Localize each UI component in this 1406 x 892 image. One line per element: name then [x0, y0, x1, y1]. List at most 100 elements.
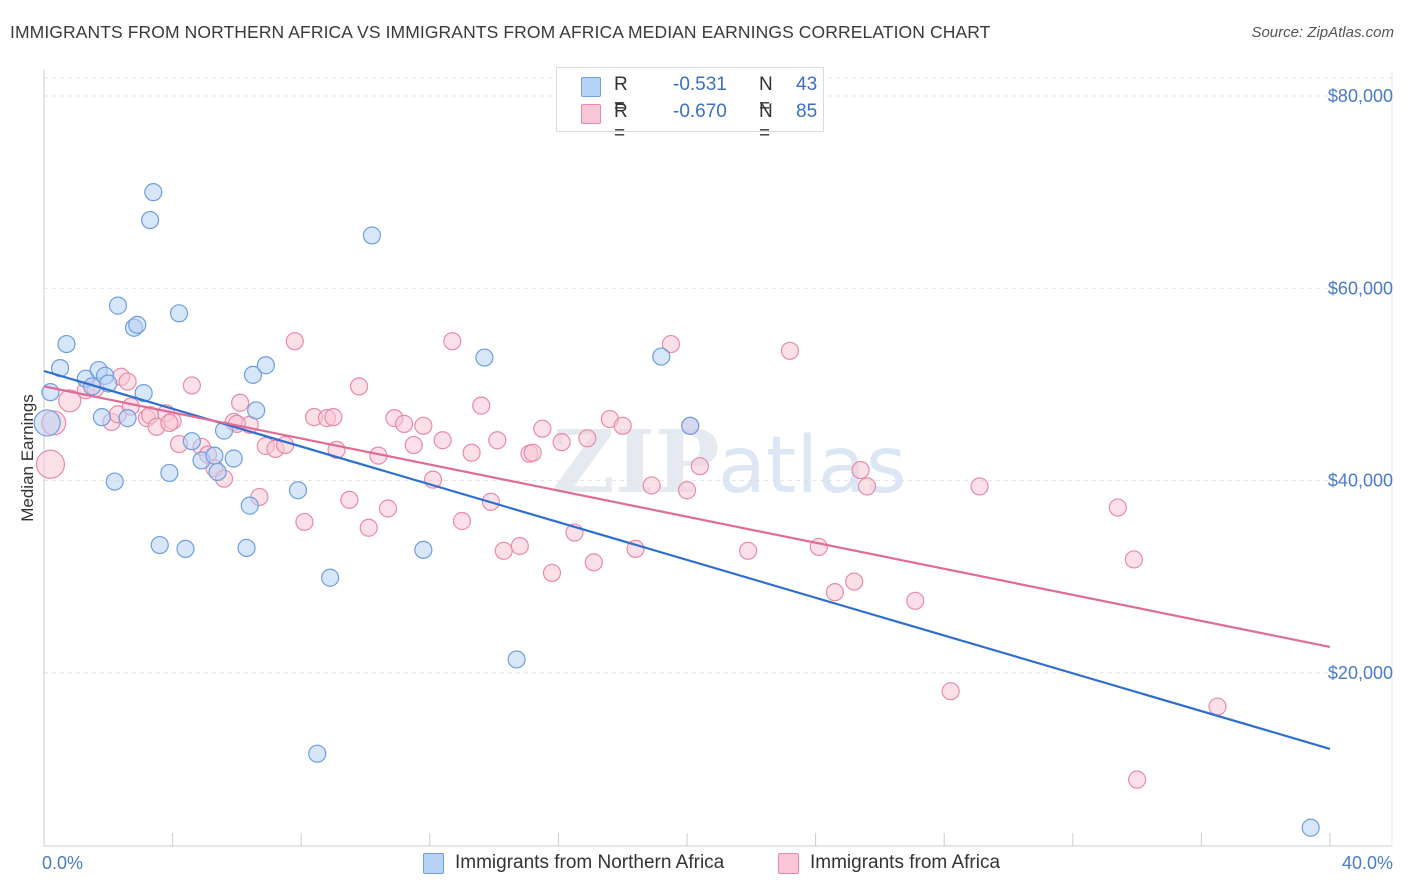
data-point-northern-africa: [681, 416, 700, 435]
data-point-northern-africa: [182, 432, 201, 451]
data-point-northern-africa: [256, 356, 275, 375]
y-tick-label: $40,000: [1328, 471, 1393, 491]
x-ticks: [43, 833, 1331, 846]
y-tick-label: $60,000: [1328, 278, 1393, 298]
data-point-northern-africa: [475, 348, 494, 367]
data-point-northern-africa: [237, 538, 256, 558]
legend-r-value: -0.670: [673, 101, 727, 122]
data-point-africa: [533, 419, 552, 438]
y-tick-label: $20,000: [1328, 663, 1393, 683]
data-point-africa: [1124, 550, 1143, 569]
data-point-northern-africa: [105, 472, 124, 491]
data-point-africa: [738, 541, 758, 560]
data-point-africa: [231, 393, 250, 412]
data-point-africa: [809, 537, 828, 557]
legend-n-label: N =: [759, 101, 773, 144]
data-point-northern-africa: [288, 481, 308, 500]
data-point-africa: [118, 372, 137, 391]
legend-n-value: 43: [796, 74, 818, 95]
bottom-legend-label: Immigrants from Africa: [810, 852, 1001, 873]
data-point-africa: [462, 443, 481, 462]
data-point-africa: [182, 376, 201, 395]
data-point-africa: [642, 476, 661, 495]
data-point-northern-africa: [507, 650, 526, 669]
data-point-africa: [690, 457, 709, 476]
data-point-africa: [1127, 770, 1147, 789]
data-point-northern-africa: [169, 304, 189, 323]
trend-line-africa: [43, 385, 1331, 649]
legend-n-value: 85: [796, 101, 818, 122]
data-point-africa: [857, 477, 877, 496]
legend-r-label: R =: [614, 101, 628, 144]
data-point-africa: [510, 536, 529, 556]
data-point-northern-africa: [160, 463, 179, 483]
data-point-northern-africa: [150, 535, 169, 555]
data-point-africa: [578, 429, 597, 448]
data-point-africa: [160, 413, 179, 433]
data-point-africa: [359, 518, 378, 537]
data-point-northern-africa: [205, 446, 224, 465]
series-immigrants-from-africa: [35, 332, 1227, 789]
data-point-northern-africa: [308, 744, 327, 763]
data-point-africa: [472, 396, 491, 415]
data-point-africa: [851, 460, 870, 480]
data-point-northern-africa: [243, 365, 263, 384]
legend-r-value: -0.531: [673, 74, 727, 95]
correlation-legend: R = -0.531 N = 43 R = -0.670 N = 85: [556, 67, 824, 144]
data-point-africa: [414, 416, 433, 435]
data-point-africa: [970, 477, 989, 496]
data-point-africa: [542, 563, 562, 583]
data-point-africa: [452, 511, 472, 531]
data-point-northern-africa: [208, 462, 227, 482]
data-point-northern-africa: [33, 409, 61, 437]
data-point-africa: [677, 481, 697, 500]
data-point-africa: [295, 512, 314, 532]
data-point-northern-africa: [57, 334, 76, 354]
data-point-northern-africa: [92, 408, 111, 427]
data-point-northern-africa: [176, 539, 195, 558]
chart-title: IMMIGRANTS FROM NORTHERN AFRICA VS IMMIG…: [10, 22, 991, 42]
data-point-africa: [433, 431, 452, 450]
watermark-atlas: atlas: [718, 421, 907, 511]
data-point-northern-africa: [108, 296, 128, 315]
x-tick-label-min: 0.0%: [42, 853, 83, 873]
data-point-africa: [404, 435, 423, 455]
legend-n-label: N =: [759, 74, 773, 117]
data-point-africa: [584, 553, 603, 572]
x-tick-label-max: 40.0%: [1342, 853, 1393, 873]
y-axis-label: Median Earnings: [18, 394, 37, 522]
data-point-northern-africa: [240, 496, 259, 515]
data-point-northern-africa: [224, 449, 243, 468]
data-point-africa: [780, 341, 799, 360]
data-point-africa: [1208, 697, 1227, 716]
data-point-africa: [941, 682, 960, 701]
zipatlas-watermark: ZIP atlas: [552, 412, 907, 513]
data-point-africa: [613, 416, 632, 435]
bottom-legend-swatch-blue: [423, 853, 444, 874]
data-point-northern-africa: [362, 226, 382, 245]
legend-r-label: R =: [614, 74, 628, 117]
bottom-legend-swatch-pink: [778, 853, 799, 874]
data-point-northern-africa: [140, 210, 160, 230]
data-point-northern-africa: [414, 540, 433, 559]
data-point-africa: [825, 583, 844, 602]
y-tick-labels: $20,000 $40,000 $60,000 $80,000: [1328, 86, 1393, 683]
data-point-africa: [488, 431, 507, 450]
data-point-africa: [552, 433, 571, 452]
y-tick-label: $80,000: [1328, 86, 1393, 106]
trend-line-northern-africa: [43, 369, 1331, 750]
data-point-africa: [378, 499, 398, 518]
data-point-africa: [906, 591, 925, 610]
bottom-legend-label: Immigrants from Northern Africa: [455, 852, 725, 873]
data-point-africa: [1108, 498, 1127, 517]
data-point-africa: [494, 541, 513, 560]
legend-swatch-pink: [581, 104, 601, 124]
data-point-northern-africa: [134, 384, 153, 403]
legend-swatch-blue: [581, 77, 601, 97]
data-point-northern-africa: [1301, 818, 1320, 837]
series-immigrants-from-northern-africa: [33, 183, 1320, 837]
data-point-africa: [443, 332, 462, 351]
data-point-northern-africa: [321, 568, 340, 587]
data-point-africa: [35, 449, 66, 479]
